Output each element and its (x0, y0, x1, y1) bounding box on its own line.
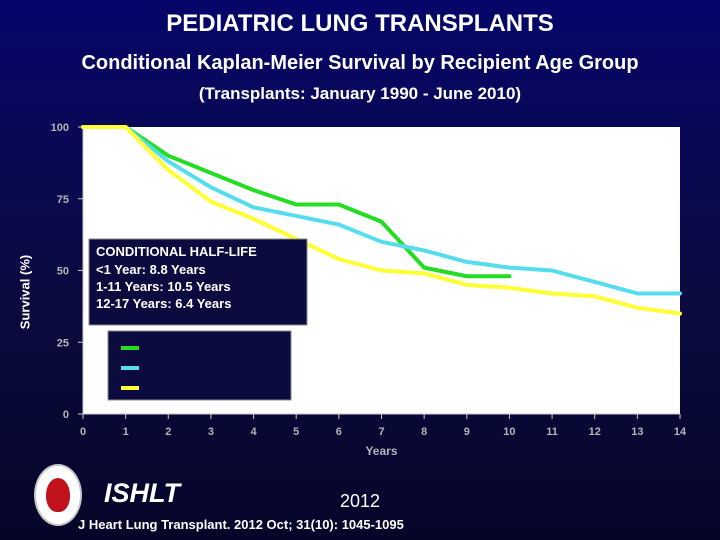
x-tick-label: 13 (631, 426, 643, 438)
y-axis-label: Survival (%) (17, 254, 33, 330)
x-tick-label: 10 (503, 426, 515, 438)
halflife-line: 1-11 Years: 10.5 Years (96, 279, 231, 294)
ishlt-logo (34, 464, 82, 526)
x-tick-label: 12 (589, 426, 601, 438)
series-line-2 (81, 125, 682, 316)
x-tick-label: 5 (293, 426, 299, 438)
p-value-text: 1-11 years vs. 12-17 years: p = 0.0083 (385, 175, 615, 190)
date-range: (Transplants: January 1990 - June 2010) (198, 84, 522, 103)
y-tick-label: 100 (51, 122, 69, 134)
x-tick-label: 3 (208, 426, 214, 438)
x-tick-label: 4 (251, 426, 258, 438)
x-tick-label: 0 (80, 426, 86, 438)
n-at-risk-label: N at risk = 17 (580, 246, 661, 261)
halflife-line: 12-17 Years: 6.4 Years (96, 296, 231, 311)
series-line-0 (81, 125, 512, 279)
n-at-risk-label: N at risk = 26 (578, 318, 659, 333)
x-tick-label: 6 (336, 426, 342, 438)
report-year: 2012 (340, 491, 381, 511)
org-name: ISHLT (104, 478, 180, 508)
x-tick-label: 7 (378, 426, 384, 438)
x-tick-label: 11 (546, 426, 558, 438)
p-value-text: <1 year vs. 1-11 years: p = 0.7629 (385, 143, 589, 158)
x-tick-label: 1 (123, 426, 129, 438)
y-tick-label: 0 (63, 409, 69, 421)
y-tick-label: 25 (57, 337, 69, 349)
x-tick-label: 9 (464, 426, 470, 438)
halflife-title: CONDITIONAL HALF-LIFE (96, 244, 257, 259)
x-tick-label: 8 (421, 426, 427, 438)
x-tick-label: 2 (165, 426, 171, 438)
n-at-risk-label: N at risk = 10 (408, 298, 489, 313)
y-tick-label: 50 (57, 266, 69, 278)
citation: J Heart Lung Transplant. 2012 Oct; 31(10… (78, 517, 404, 532)
chart-subtitle: Conditional Kaplan-Meier Survival by Rec… (81, 52, 639, 74)
series-line-1 (81, 125, 682, 296)
halflife-box (88, 238, 308, 326)
halflife-line: <1 Year: 8.8 Years (96, 262, 206, 277)
x-axis-label: Years (365, 444, 397, 458)
x-tick-label: 14 (674, 426, 687, 438)
page-title: PEDIATRIC LUNG TRANSPLANTS (166, 10, 554, 37)
p-value-text: <1 year vs. 12-17 years: p = 0.1241 (385, 159, 597, 174)
y-tick-label: 75 (57, 194, 69, 206)
